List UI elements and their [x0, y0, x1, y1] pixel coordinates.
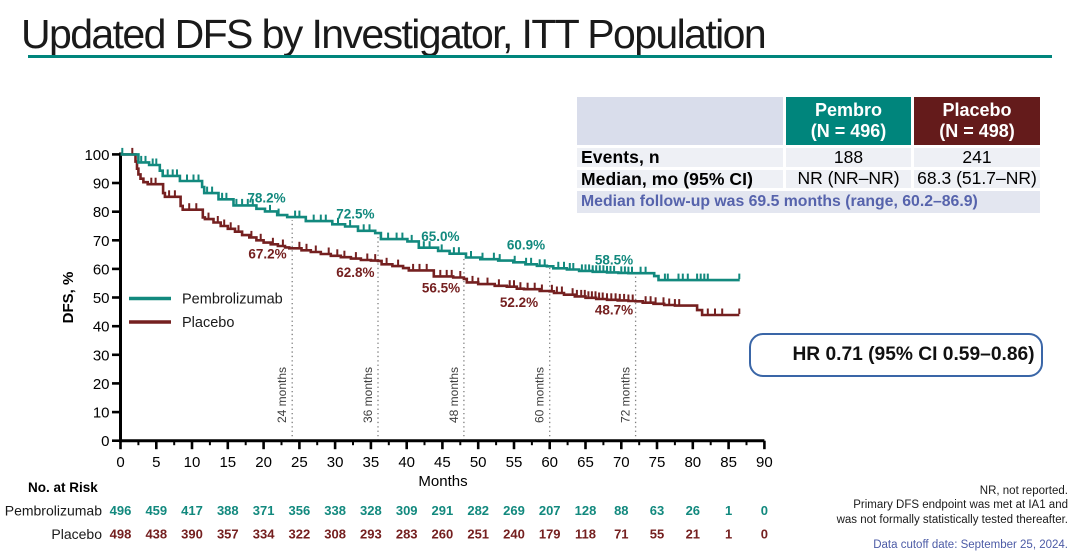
svg-text:50: 50: [93, 290, 110, 307]
svg-text:85: 85: [720, 454, 737, 471]
svg-text:15: 15: [219, 454, 236, 471]
svg-text:251: 251: [467, 527, 489, 542]
svg-text:60: 60: [541, 454, 558, 471]
svg-text:88: 88: [614, 503, 628, 518]
svg-text:71: 71: [614, 527, 628, 542]
svg-text:DFS, %: DFS, %: [60, 272, 77, 324]
svg-text:26: 26: [686, 503, 700, 518]
svg-text:328: 328: [360, 503, 382, 518]
svg-text:52.2%: 52.2%: [500, 295, 538, 310]
svg-text:Placebo: Placebo: [51, 526, 102, 542]
svg-text:80: 80: [684, 454, 701, 471]
svg-text:25: 25: [291, 454, 308, 471]
svg-text:60.9%: 60.9%: [507, 238, 545, 253]
svg-text:58.5%: 58.5%: [595, 253, 633, 268]
svg-text:55: 55: [650, 527, 664, 542]
svg-text:293: 293: [360, 527, 382, 542]
svg-text:67.2%: 67.2%: [248, 247, 286, 262]
svg-text:90: 90: [93, 176, 110, 193]
svg-text:417: 417: [181, 503, 203, 518]
svg-text:309: 309: [396, 503, 418, 518]
svg-text:30: 30: [327, 454, 344, 471]
svg-text:0: 0: [761, 503, 768, 518]
svg-text:0: 0: [101, 433, 109, 450]
svg-text:24 months: 24 months: [275, 367, 289, 423]
svg-text:45: 45: [434, 454, 451, 471]
svg-text:322: 322: [289, 527, 311, 542]
svg-text:65: 65: [577, 454, 594, 471]
svg-text:No. at Risk: No. at Risk: [28, 480, 98, 495]
svg-text:70: 70: [613, 454, 630, 471]
svg-text:308: 308: [324, 527, 346, 542]
svg-text:62.8%: 62.8%: [336, 265, 374, 280]
svg-text:20: 20: [93, 376, 110, 393]
svg-text:1: 1: [725, 527, 732, 542]
svg-text:72.5%: 72.5%: [336, 207, 374, 222]
svg-text:0: 0: [116, 454, 124, 471]
svg-text:118: 118: [575, 527, 596, 542]
svg-text:438: 438: [145, 527, 167, 542]
svg-text:356: 356: [289, 503, 311, 518]
svg-text:240: 240: [503, 527, 525, 542]
svg-text:179: 179: [539, 527, 561, 542]
svg-text:Placebo: Placebo: [182, 315, 234, 331]
svg-text:50: 50: [470, 454, 487, 471]
svg-text:63: 63: [650, 503, 664, 518]
svg-text:10: 10: [93, 405, 110, 422]
svg-text:Months: Months: [418, 473, 467, 490]
svg-text:128: 128: [575, 503, 597, 518]
svg-text:207: 207: [539, 503, 561, 518]
svg-text:75: 75: [649, 454, 666, 471]
svg-text:0: 0: [761, 527, 768, 542]
svg-text:5: 5: [152, 454, 160, 471]
svg-text:1: 1: [725, 503, 732, 518]
svg-text:35: 35: [363, 454, 380, 471]
svg-text:260: 260: [432, 527, 454, 542]
svg-text:60 months: 60 months: [533, 367, 547, 423]
svg-text:459: 459: [145, 503, 167, 518]
svg-text:282: 282: [467, 503, 489, 518]
svg-text:357: 357: [217, 527, 239, 542]
svg-text:100: 100: [84, 147, 109, 164]
svg-text:90: 90: [756, 454, 773, 471]
svg-text:10: 10: [184, 454, 201, 471]
svg-text:498: 498: [110, 527, 132, 542]
svg-text:40: 40: [93, 319, 110, 336]
svg-text:21: 21: [686, 527, 700, 542]
svg-text:291: 291: [432, 503, 454, 518]
svg-text:72 months: 72 months: [619, 367, 633, 423]
svg-text:80: 80: [93, 204, 110, 221]
svg-text:Pembrolizumab: Pembrolizumab: [5, 503, 102, 519]
svg-text:55: 55: [506, 454, 523, 471]
svg-text:496: 496: [110, 503, 132, 518]
svg-text:Pembrolizumab: Pembrolizumab: [182, 292, 283, 308]
svg-text:388: 388: [217, 503, 239, 518]
svg-text:30: 30: [93, 347, 110, 364]
svg-text:20: 20: [255, 454, 272, 471]
svg-text:269: 269: [503, 503, 525, 518]
svg-text:40: 40: [398, 454, 415, 471]
svg-text:48 months: 48 months: [447, 367, 461, 423]
svg-text:56.5%: 56.5%: [422, 281, 460, 296]
svg-text:60: 60: [93, 261, 110, 278]
svg-text:65.0%: 65.0%: [421, 229, 459, 244]
svg-text:70: 70: [93, 233, 110, 250]
svg-text:36 months: 36 months: [361, 367, 375, 423]
svg-text:390: 390: [181, 527, 203, 542]
svg-text:334: 334: [253, 527, 275, 542]
svg-text:48.7%: 48.7%: [595, 303, 633, 318]
svg-text:371: 371: [253, 503, 275, 518]
svg-text:283: 283: [396, 527, 418, 542]
svg-text:78.2%: 78.2%: [247, 191, 285, 206]
svg-text:338: 338: [324, 503, 346, 518]
